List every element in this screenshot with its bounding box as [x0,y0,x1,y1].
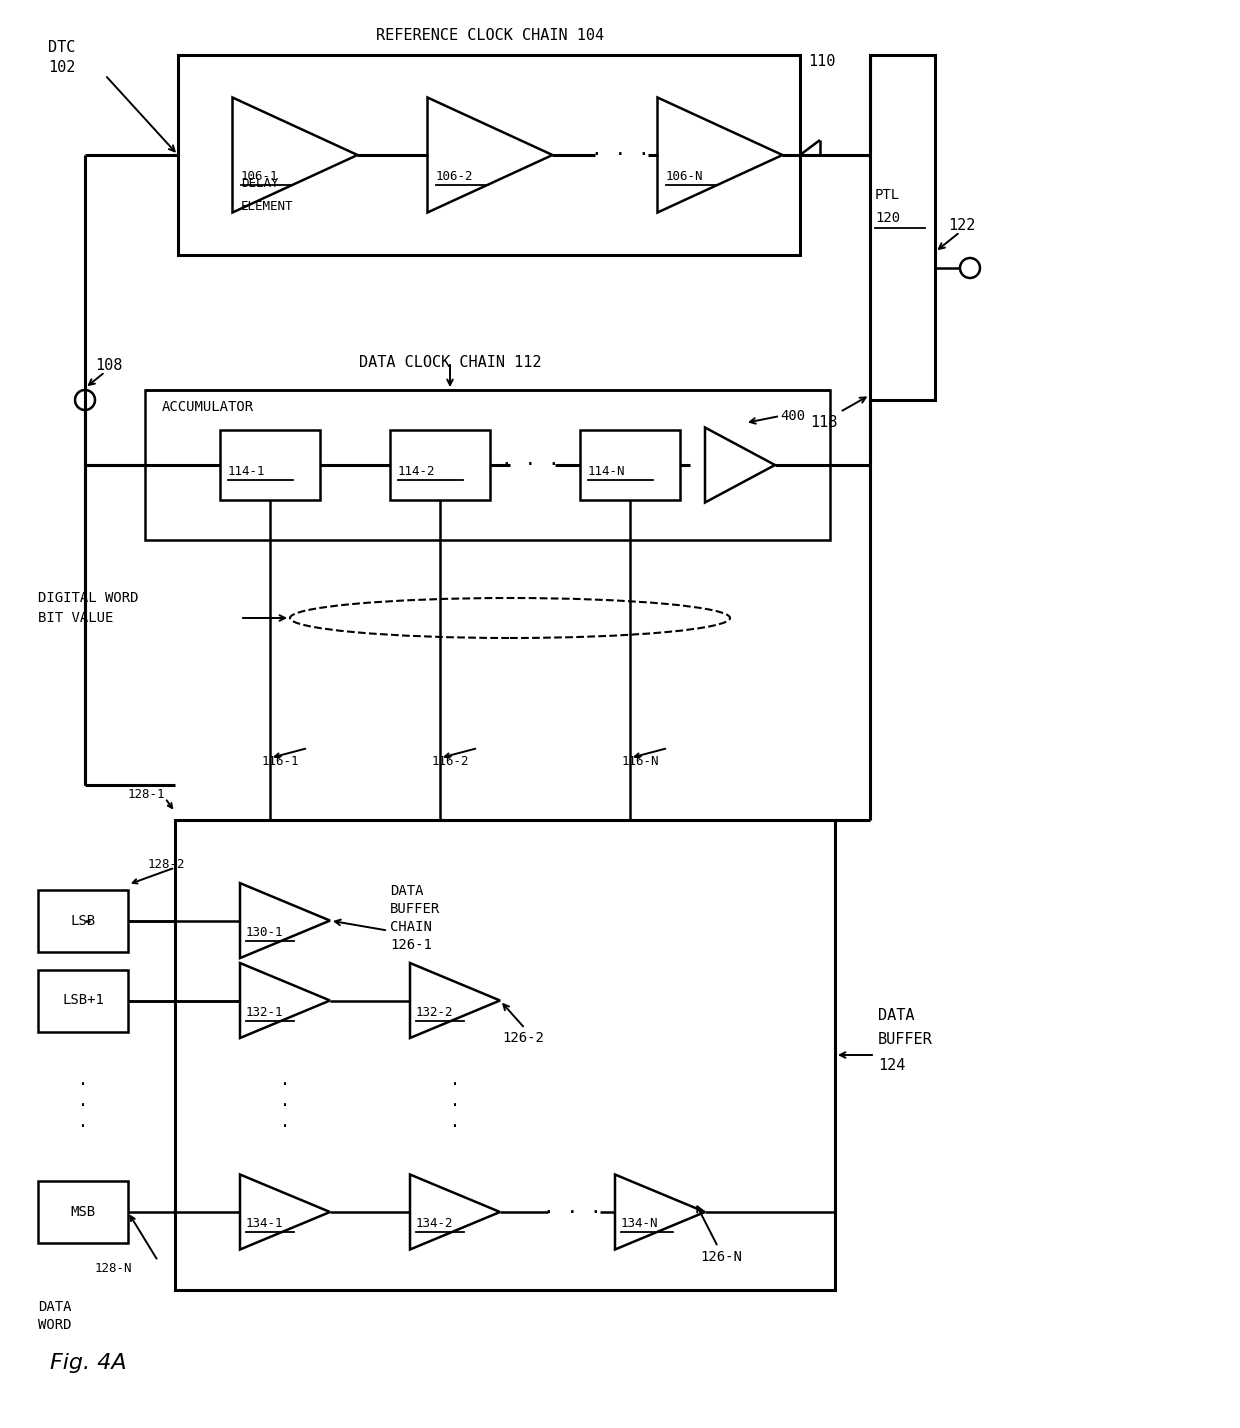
Bar [219,430,320,500]
Text: 128-2: 128-2 [148,858,186,871]
Text: 128-1: 128-1 [128,788,165,801]
Text: 134-N: 134-N [621,1217,658,1230]
Text: PTL: PTL [875,188,900,201]
Polygon shape [241,962,330,1038]
Text: 108: 108 [95,357,123,373]
Bar [580,430,680,500]
Polygon shape [706,427,775,503]
Text: 106-2: 106-2 [436,170,474,183]
Text: DATA: DATA [38,1299,72,1314]
Polygon shape [410,1174,500,1250]
Polygon shape [428,97,553,213]
Text: LSB+1: LSB+1 [62,994,104,1008]
Polygon shape [615,1174,706,1250]
Text: 114-2: 114-2 [398,466,435,478]
Text: 102: 102 [48,60,76,76]
Text: BIT VALUE: BIT VALUE [38,611,113,625]
Bar [38,970,128,1031]
Text: ·
·
·: · · · [78,1077,88,1137]
Text: ACCUMULATOR: ACCUMULATOR [162,400,254,414]
Polygon shape [657,97,782,213]
Text: 130-1: 130-1 [246,925,284,938]
Text: 126-2: 126-2 [502,1031,544,1044]
Text: 400: 400 [780,408,805,423]
Circle shape [960,258,980,278]
Bar [38,890,128,951]
Text: 116-N: 116-N [622,755,660,768]
Text: BUFFER: BUFFER [391,901,440,915]
Text: · · ·: · · · [501,456,559,474]
Text: DATA CLOCK CHAIN 112: DATA CLOCK CHAIN 112 [358,356,541,370]
Text: 134-2: 134-2 [415,1217,454,1230]
Bar [145,390,830,540]
Text: DIGITAL WORD: DIGITAL WORD [38,591,139,605]
Text: ·
·
·: · · · [280,1077,290,1137]
Text: DATA: DATA [391,884,424,898]
Text: 128-N: 128-N [95,1261,133,1275]
Text: ·
·
·: · · · [450,1077,460,1137]
Text: CHAIN: CHAIN [391,920,432,934]
Text: 114-N: 114-N [588,466,625,478]
Text: 120: 120 [875,211,900,226]
Text: DTC: DTC [48,40,76,56]
Text: WORD: WORD [38,1318,72,1332]
Text: · · ·: · · · [543,1202,601,1221]
Text: MSB: MSB [71,1205,95,1220]
Text: 106-N: 106-N [666,170,703,183]
Polygon shape [410,962,500,1038]
Text: 116-1: 116-1 [262,755,300,768]
Text: LSB: LSB [71,914,95,928]
Text: 124: 124 [878,1058,905,1072]
Text: 106-1: 106-1 [241,170,279,183]
Text: 126-N: 126-N [701,1250,742,1264]
Text: 126-1: 126-1 [391,938,432,951]
Text: DELAY: DELAY [241,177,279,190]
Text: 132-2: 132-2 [415,1005,454,1018]
Text: BUFFER: BUFFER [878,1032,932,1048]
Text: 118: 118 [810,416,837,430]
Text: DATA: DATA [878,1008,915,1022]
Circle shape [74,390,95,410]
Bar [391,430,490,500]
Bar [179,56,800,256]
Text: REFERENCE CLOCK CHAIN 104: REFERENCE CLOCK CHAIN 104 [376,27,604,43]
Polygon shape [241,883,330,958]
Text: 116-2: 116-2 [432,755,470,768]
Bar [175,820,835,1289]
Bar [870,56,935,400]
Polygon shape [241,1174,330,1250]
Bar [38,1181,128,1242]
Text: 134-1: 134-1 [246,1217,284,1230]
Text: 110: 110 [808,54,836,70]
Text: · · ·: · · · [590,146,650,164]
Text: Fig. 4A: Fig. 4A [50,1352,126,1372]
Text: 132-1: 132-1 [246,1005,284,1018]
Text: ELEMENT: ELEMENT [241,200,294,213]
Polygon shape [233,97,357,213]
Text: 114-1: 114-1 [228,466,265,478]
Text: 122: 122 [949,217,976,233]
